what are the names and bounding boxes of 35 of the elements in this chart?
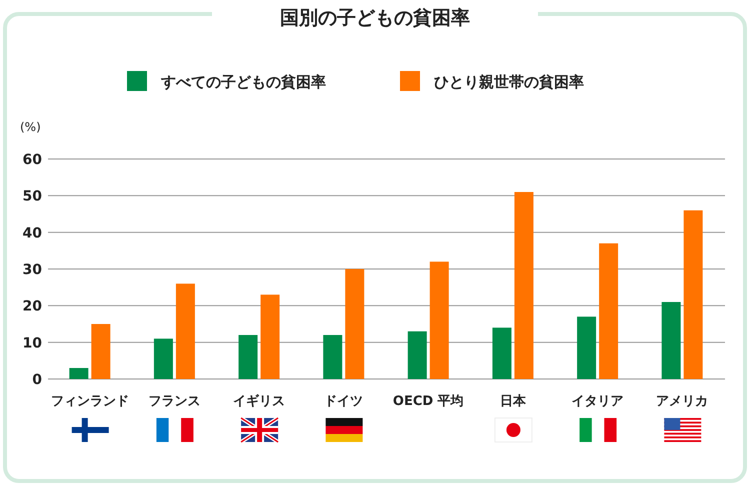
bar xyxy=(662,302,681,379)
bar xyxy=(408,331,427,379)
bar xyxy=(238,335,258,379)
bar xyxy=(69,368,88,379)
x-tick-label: ドイツ xyxy=(324,394,364,409)
y-tick-label: 30 xyxy=(22,262,42,278)
bar xyxy=(154,338,173,379)
bar xyxy=(599,243,618,379)
bar xyxy=(345,269,364,379)
y-tick-label: 50 xyxy=(22,188,42,205)
bar xyxy=(492,328,512,379)
bar xyxy=(176,284,195,379)
x-tick-label: アメリカ xyxy=(656,394,708,409)
y-tick-label: 60 xyxy=(22,152,42,168)
bar xyxy=(260,294,280,379)
bar xyxy=(91,324,110,379)
x-tick-label: フィンランド xyxy=(50,394,129,409)
legend-label: すべての子どもの貧困率 xyxy=(160,73,326,91)
bar xyxy=(577,316,596,379)
y-tick-label: 20 xyxy=(22,298,42,315)
y-axis-title: (%) xyxy=(20,120,41,134)
y-tick-label: 0 xyxy=(32,372,42,388)
x-tick-label: イタリア xyxy=(572,394,624,409)
x-tick-label: OECD 平均 xyxy=(392,394,464,409)
x-tick-label: イギリス xyxy=(233,394,286,409)
x-tick-label: 日本 xyxy=(500,394,527,409)
legend-label: ひとり親世帯の貧困率 xyxy=(434,73,584,91)
bar xyxy=(684,210,703,379)
y-tick-label: 40 xyxy=(22,225,42,242)
y-tick-label: 10 xyxy=(22,335,42,352)
chart-title: 国別の子どもの貧困率 xyxy=(280,7,470,29)
x-tick-label: フランス xyxy=(148,394,200,409)
bar xyxy=(430,262,449,379)
bar xyxy=(514,192,534,379)
bar xyxy=(323,335,342,379)
